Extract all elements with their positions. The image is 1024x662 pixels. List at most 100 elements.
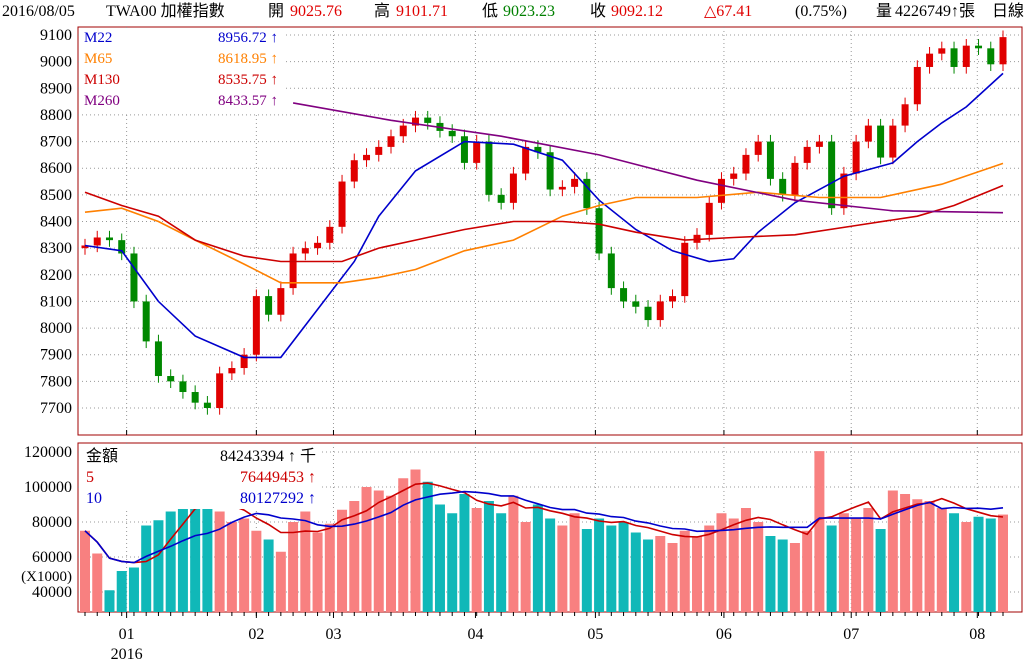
legend-name: M65 <box>84 51 113 67</box>
candle-body <box>705 202 713 235</box>
candle-body <box>558 186 566 190</box>
volume-bar <box>226 522 237 612</box>
volume-bar <box>704 525 715 612</box>
candle-body <box>497 194 505 203</box>
candle-body <box>375 146 383 155</box>
volume-bar <box>630 532 641 612</box>
volume-bar <box>337 509 348 612</box>
candle-body <box>877 125 885 158</box>
volume-bar <box>165 511 176 612</box>
candle-body <box>669 296 677 302</box>
volume-bar <box>594 518 605 612</box>
volume-bar <box>312 532 323 612</box>
candle-body <box>363 154 371 161</box>
legend-row-M22: M22 8956.72 ↑ <box>80 28 284 49</box>
volume-bar <box>386 495 396 612</box>
candle-body <box>889 125 897 158</box>
volume-bar <box>447 513 458 612</box>
volume-bar <box>789 543 800 612</box>
candle-body <box>730 173 738 179</box>
candle-body <box>583 178 591 209</box>
candle-body <box>632 301 640 307</box>
price-tick-label: 7900 <box>40 347 72 364</box>
volume-bar <box>777 539 788 612</box>
period-selector[interactable]: 日線 <box>992 3 1024 20</box>
volume-bar <box>508 495 519 612</box>
candle-body <box>105 237 113 241</box>
volume-bar <box>887 490 898 612</box>
volume-bar <box>496 513 507 612</box>
volume-unit-label: (X1000) <box>21 569 72 585</box>
candle-body <box>766 141 774 179</box>
candle-body <box>620 288 628 302</box>
volume-bar <box>618 522 629 612</box>
volume-bar <box>410 469 421 612</box>
candle-body <box>999 37 1007 65</box>
volume-bar <box>483 501 494 612</box>
legend-value: 76449453 ↑ <box>240 469 316 486</box>
candle-body <box>546 152 554 190</box>
volume-tick-label: 80000 <box>32 514 72 531</box>
candle-body <box>228 368 236 374</box>
candle-body <box>277 288 285 315</box>
candle-body <box>460 136 468 163</box>
ma-line-M130 <box>84 184 1004 263</box>
candle-body <box>595 208 603 254</box>
quote-header: 2016/08/05 TWA00 加權指數 開 9025.76 高 9101.7… <box>0 0 1024 24</box>
volume-bar <box>655 536 666 612</box>
candle-body <box>791 162 799 195</box>
volume-bar <box>998 514 1008 612</box>
volume-bar <box>116 571 127 612</box>
volume-bar <box>728 518 739 612</box>
change-percent: (0.75%) <box>795 3 847 20</box>
volume-bar <box>606 525 617 612</box>
volume-bar <box>679 530 690 612</box>
volume-bar <box>434 504 445 612</box>
volume-bar <box>398 478 409 612</box>
price-tick-label: 8100 <box>40 293 72 310</box>
price-tick-label: 8500 <box>40 187 72 204</box>
volume-bar <box>251 530 262 612</box>
candle-body <box>301 248 309 254</box>
volume-bar <box>851 518 862 612</box>
candle-body <box>314 242 322 249</box>
legend-name: M260 <box>84 93 120 109</box>
volume-ma-10 <box>84 490 1004 564</box>
candle-body <box>913 66 921 105</box>
candle-body <box>326 226 334 243</box>
month-label: 08 <box>969 626 985 643</box>
candle-body <box>534 146 542 153</box>
volume-bar <box>422 481 433 612</box>
price-tick-label: 7800 <box>40 373 72 390</box>
quote-date: 2016/08/05 <box>2 3 75 20</box>
volume-label: 量 <box>876 3 893 20</box>
candle-body <box>265 296 273 315</box>
candle-body <box>840 173 848 209</box>
price-tick-label: 8000 <box>40 320 72 337</box>
candle-body <box>130 253 138 302</box>
volume-bar <box>361 487 372 612</box>
volume-tick-label: 100000 <box>24 479 72 496</box>
candle-body <box>216 373 224 408</box>
month-label: 06 <box>716 626 732 643</box>
candle-body <box>411 117 419 126</box>
candle-body <box>681 242 689 297</box>
legend-value: 8433.57 ↑ <box>218 93 278 109</box>
candle-body <box>828 141 836 209</box>
volume-bar <box>973 516 984 612</box>
volume-bar <box>177 495 188 612</box>
candle-body <box>717 178 725 203</box>
candle-body <box>901 104 909 126</box>
candle-body <box>656 301 664 321</box>
volume-bar <box>104 590 115 612</box>
volume-bar <box>826 525 837 612</box>
volume-value: 4226749↑張 <box>895 3 976 20</box>
open-value: 9025.76 <box>290 3 342 20</box>
volume-tick-label: 120000 <box>24 444 72 461</box>
month-label: 01 <box>119 626 135 643</box>
candle-body <box>987 48 995 65</box>
candle-body <box>81 245 89 249</box>
volume-bar <box>128 567 139 612</box>
volume-bar <box>961 522 972 612</box>
volume-bar <box>875 529 886 612</box>
